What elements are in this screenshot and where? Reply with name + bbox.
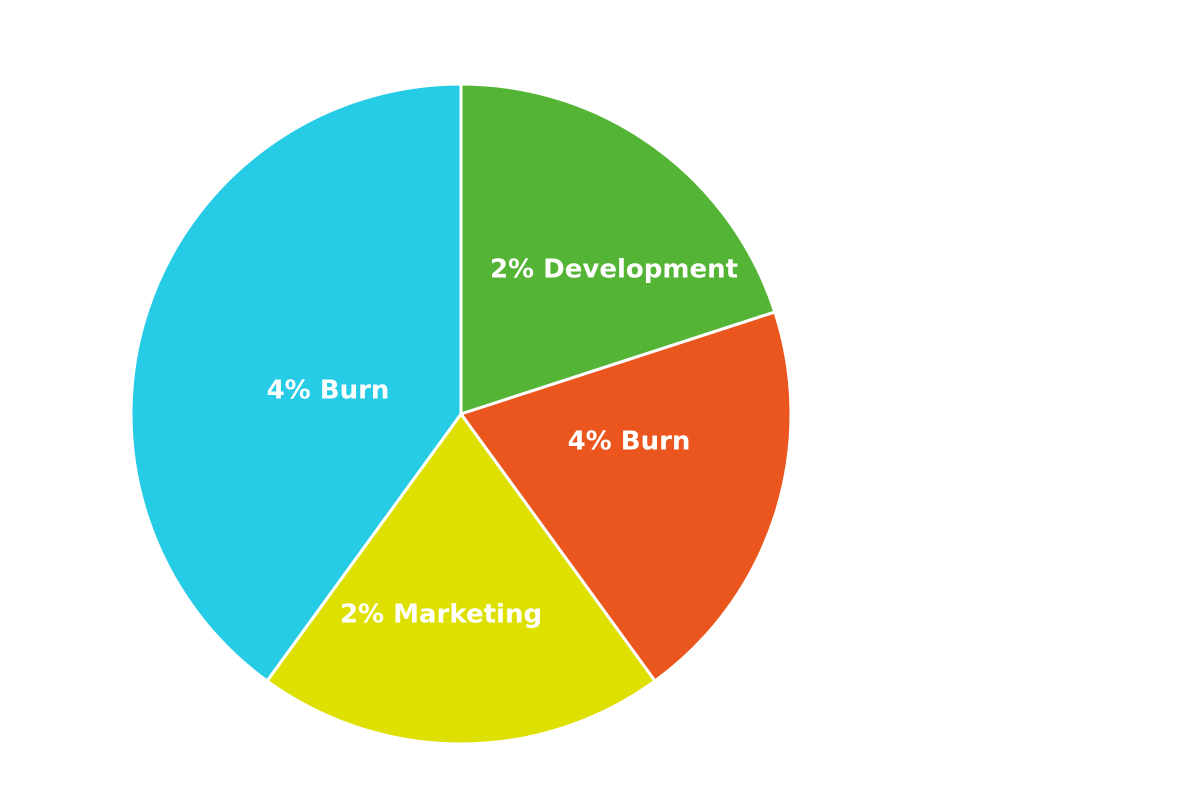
pie-slice-burn-right[interactable] [459,310,793,683]
pie-labels: 2% Development 4% Burn 2% Marketing 4% Burn [267,255,738,630]
pie-slice-marketing[interactable] [265,412,657,746]
slice-label-marketing: 2% Marketing [340,600,542,630]
slice-label-development: 2% Development [490,255,738,285]
slice-label-burn-right: 4% Burn [568,427,691,457]
pie-slices [129,82,793,746]
slice-label-burn-left: 4% Burn [267,376,390,406]
pie-slice-development[interactable] [459,82,777,416]
pie-slice-burn-left[interactable] [129,82,463,683]
